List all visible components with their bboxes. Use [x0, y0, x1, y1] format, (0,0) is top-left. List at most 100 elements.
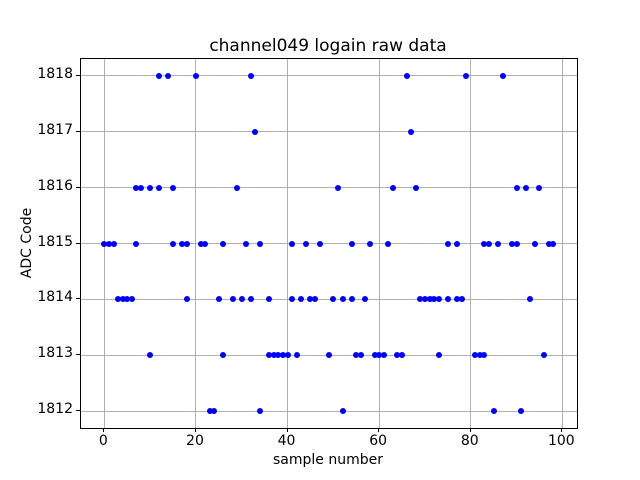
x-tick-mark [378, 428, 380, 432]
x-tick-label: 100 [547, 433, 575, 449]
data-point [444, 296, 451, 303]
data-point [234, 184, 241, 191]
data-point [403, 72, 410, 79]
data-point [206, 408, 213, 415]
data-point [490, 408, 497, 415]
data-point [454, 296, 460, 303]
data-point [110, 240, 117, 247]
data-point [197, 240, 204, 247]
data-point [266, 296, 273, 303]
data-point [348, 240, 355, 247]
x-tick-label: 40 [277, 433, 296, 449]
data-point [257, 408, 264, 415]
data-point [211, 408, 218, 415]
data-point [170, 184, 177, 191]
data-point [133, 240, 140, 247]
data-point [380, 352, 387, 359]
data-point [101, 240, 108, 247]
data-point [238, 296, 245, 303]
data-point [270, 352, 277, 359]
data-point [316, 240, 323, 247]
y-tick-mark [76, 74, 80, 76]
data-point [247, 72, 254, 79]
y-gridline [81, 131, 577, 133]
data-point [334, 184, 341, 191]
data-point [426, 296, 433, 303]
y-tick-mark [76, 242, 80, 244]
data-point [105, 240, 112, 247]
data-point [545, 240, 552, 247]
data-point [513, 184, 520, 191]
data-point [417, 296, 424, 303]
data-point [522, 184, 529, 191]
data-point [202, 240, 209, 247]
data-point [348, 296, 355, 303]
data-point [298, 296, 305, 303]
data-point [412, 184, 419, 191]
data-point [486, 240, 493, 247]
data-point [293, 352, 300, 359]
data-point [307, 296, 314, 303]
data-point [220, 240, 227, 247]
data-point [476, 352, 483, 359]
y-tick-mark [76, 186, 80, 188]
data-point [536, 184, 543, 191]
data-point [385, 240, 392, 247]
data-point [289, 296, 296, 303]
data-point [330, 296, 337, 303]
data-point [183, 296, 190, 303]
y-gridline [81, 75, 577, 77]
data-point [513, 240, 520, 247]
data-point [454, 240, 460, 247]
data-point [215, 296, 222, 303]
data-point [458, 296, 465, 303]
data-point [252, 128, 259, 135]
data-point [289, 240, 296, 247]
y-gridline [81, 187, 577, 189]
data-point [325, 352, 332, 359]
data-point [302, 240, 309, 247]
y-tick-label: 1814 [37, 289, 73, 306]
data-point [421, 296, 428, 303]
data-point [124, 296, 131, 303]
x-tick-mark [194, 428, 196, 432]
data-point [339, 296, 346, 303]
y-tick-mark [76, 410, 80, 412]
data-point [481, 240, 488, 247]
data-point [444, 240, 451, 247]
data-point [362, 296, 369, 303]
data-point [128, 296, 135, 303]
data-point [279, 352, 286, 359]
data-point [284, 352, 291, 359]
x-tick-mark [469, 428, 471, 432]
x-tick-mark [561, 428, 563, 432]
data-point [257, 240, 264, 247]
x-tick-label: 20 [186, 433, 204, 449]
data-point [156, 184, 163, 191]
data-point [243, 240, 250, 247]
data-point [541, 352, 548, 359]
y-tick-mark [76, 298, 80, 300]
data-point [353, 352, 360, 359]
data-point [115, 296, 122, 303]
chart-title: channel049 logain raw data [209, 36, 447, 56]
data-point [435, 296, 442, 303]
data-point [499, 72, 506, 79]
y-tick-label: 1812 [37, 401, 73, 418]
data-point [275, 352, 282, 359]
y-tick-mark [76, 354, 80, 356]
data-point [266, 352, 273, 359]
x-tick-label: 60 [369, 433, 388, 449]
data-point [312, 296, 319, 303]
data-point [371, 352, 378, 359]
y-tick-label: 1815 [37, 233, 73, 250]
data-point [137, 184, 144, 191]
x-tick-label: 0 [98, 433, 108, 449]
x-tick-label: 80 [460, 433, 479, 449]
x-tick-mark [286, 428, 288, 432]
data-point [119, 296, 126, 303]
data-point [389, 184, 396, 191]
y-tick-label: 1813 [37, 345, 73, 362]
data-point [147, 352, 154, 359]
